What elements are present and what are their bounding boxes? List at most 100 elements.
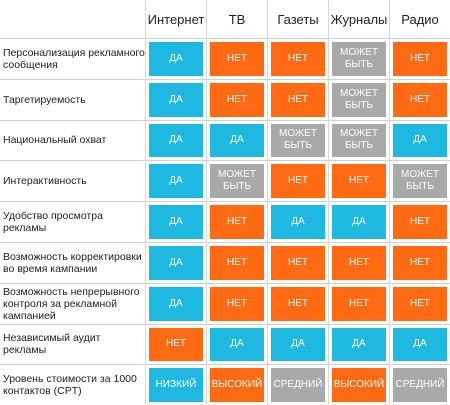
row-label: Таргетируемость bbox=[0, 78, 145, 120]
value-badge: НЕТ bbox=[393, 42, 447, 76]
value-badge: НЕТ bbox=[393, 205, 447, 239]
value-badge: НЕТ bbox=[271, 42, 325, 76]
table-cell: НЕТ bbox=[206, 241, 267, 283]
column-header-magazines: Журналы bbox=[328, 0, 389, 38]
table-cell: МОЖЕТ БЫТЬ bbox=[206, 160, 267, 202]
value-badge: ВЫСОКИЙ bbox=[210, 368, 264, 403]
table-cell: ДА bbox=[206, 323, 267, 365]
value-badge: НЕТ bbox=[210, 42, 264, 76]
table-cell: МОЖЕТ БЫТЬ bbox=[328, 119, 389, 161]
table-cell: ДА bbox=[145, 38, 206, 79]
table-cell: ДА bbox=[267, 201, 328, 242]
value-badge: НЕТ bbox=[210, 245, 264, 280]
table-cell: ДА bbox=[389, 323, 450, 365]
table-cell: ДА bbox=[389, 119, 450, 161]
value-badge: ДА bbox=[149, 164, 203, 199]
column-header-newspapers: Газеты bbox=[267, 0, 328, 38]
value-badge: ДА bbox=[149, 205, 203, 239]
table-cell: НЕТ bbox=[267, 160, 328, 202]
table-cell: ДА bbox=[145, 241, 206, 283]
table-cell: НЕТ bbox=[328, 160, 389, 202]
row-label: Независимый аудит рекламы bbox=[0, 323, 145, 365]
value-badge: ДА bbox=[210, 327, 264, 362]
table-cell: ДА bbox=[145, 78, 206, 120]
table-cell: НЕТ bbox=[145, 323, 206, 365]
table-cell: НЕТ bbox=[267, 38, 328, 79]
value-badge: НЕТ bbox=[210, 82, 264, 117]
value-badge: ДА bbox=[149, 286, 203, 321]
row-label: Удобство просмотра рекламы bbox=[0, 201, 145, 242]
table-cell: НЕТ bbox=[206, 78, 267, 120]
value-badge: НЕТ bbox=[210, 205, 264, 239]
table-cell: МОЖЕТ БЫТЬ bbox=[389, 160, 450, 202]
value-badge: СРЕДНИЙ bbox=[271, 368, 325, 403]
value-badge: НЕТ bbox=[332, 245, 386, 280]
value-badge: ДА bbox=[271, 327, 325, 362]
value-badge: СРЕДНИЙ bbox=[393, 368, 447, 403]
value-badge: НЕТ bbox=[271, 286, 325, 321]
table-cell: НЕТ bbox=[389, 38, 450, 79]
value-badge: МОЖЕТ БЫТЬ bbox=[332, 123, 386, 158]
value-badge: ДА bbox=[332, 205, 386, 239]
table-cell: НЕТ bbox=[389, 241, 450, 283]
table-cell: НЕТ bbox=[328, 282, 389, 324]
value-badge: ВЫСОКИЙ bbox=[332, 368, 386, 403]
table-cell: НЕТ bbox=[267, 78, 328, 120]
value-badge: НЕТ bbox=[393, 286, 447, 321]
value-badge: ДА bbox=[210, 123, 264, 158]
value-badge: НЕТ bbox=[271, 245, 325, 280]
value-badge: МОЖЕТ БЫТЬ bbox=[210, 164, 264, 199]
row-label: Персонализация рекламного сообщения bbox=[0, 38, 145, 79]
table-cell: ДА bbox=[145, 282, 206, 324]
table-cell: ДА bbox=[206, 119, 267, 161]
value-badge: НЕТ bbox=[271, 164, 325, 199]
row-label: Возможность корректировки во время кампа… bbox=[0, 241, 145, 283]
value-badge: НЕТ bbox=[271, 82, 325, 117]
table-cell: НЕТ bbox=[328, 241, 389, 283]
table-cell: ДА bbox=[145, 160, 206, 202]
value-badge: НЕТ bbox=[149, 327, 203, 362]
table-cell: СРЕДНИЙ bbox=[267, 364, 328, 405]
value-badge: НЕТ bbox=[210, 286, 264, 321]
value-badge: ДА bbox=[271, 205, 325, 239]
table-cell: НЕТ bbox=[206, 38, 267, 79]
value-badge: НИЗКИЙ bbox=[149, 368, 203, 403]
column-header-internet: Интернет bbox=[145, 0, 206, 38]
table-cell: СРЕДНИЙ bbox=[389, 364, 450, 405]
table-cell: НЕТ bbox=[389, 201, 450, 242]
row-label: Возможность непрерывного контроля за рек… bbox=[0, 282, 145, 324]
value-badge: МОЖЕТ БЫТЬ bbox=[332, 42, 386, 76]
value-badge: ДА bbox=[149, 42, 203, 76]
value-badge: МОЖЕТ БЫТЬ bbox=[393, 164, 447, 199]
value-badge: НЕТ bbox=[393, 245, 447, 280]
table-cell: НЕТ bbox=[389, 78, 450, 120]
value-badge: ДА bbox=[149, 123, 203, 158]
table-cell: ДА bbox=[145, 119, 206, 161]
value-badge: ДА bbox=[393, 123, 447, 158]
table-cell: НИЗКИЙ bbox=[145, 364, 206, 405]
table-cell: ДА bbox=[145, 201, 206, 242]
row-label: Национальный охват bbox=[0, 119, 145, 161]
table-cell: МОЖЕТ БЫТЬ bbox=[267, 119, 328, 161]
table-cell: ДА bbox=[267, 323, 328, 365]
row-label: Интерактивность bbox=[0, 160, 145, 201]
table-cell: ВЫСОКИЙ bbox=[328, 364, 389, 405]
value-badge: ДА bbox=[332, 327, 386, 362]
value-badge: МОЖЕТ БЫТЬ bbox=[271, 123, 325, 158]
column-header-tv: ТВ bbox=[206, 0, 267, 38]
value-badge: ДА bbox=[149, 82, 203, 117]
table-cell: МОЖЕТ БЫТЬ bbox=[328, 38, 389, 79]
table-cell: НЕТ bbox=[206, 201, 267, 242]
value-badge: НЕТ bbox=[393, 82, 447, 117]
value-badge: ДА bbox=[393, 327, 447, 362]
table-cell: ДА bbox=[328, 201, 389, 242]
header-corner bbox=[0, 0, 145, 38]
table-cell: НЕТ bbox=[389, 282, 450, 324]
value-badge: НЕТ bbox=[332, 286, 386, 321]
table-cell: НЕТ bbox=[267, 241, 328, 283]
row-label: Уровень стоимости за 1000 контактов (CPT… bbox=[0, 364, 145, 405]
table-cell: МОЖЕТ БЫТЬ bbox=[328, 78, 389, 120]
table-cell: ВЫСОКИЙ bbox=[206, 364, 267, 405]
table-cell: НЕТ bbox=[206, 282, 267, 324]
